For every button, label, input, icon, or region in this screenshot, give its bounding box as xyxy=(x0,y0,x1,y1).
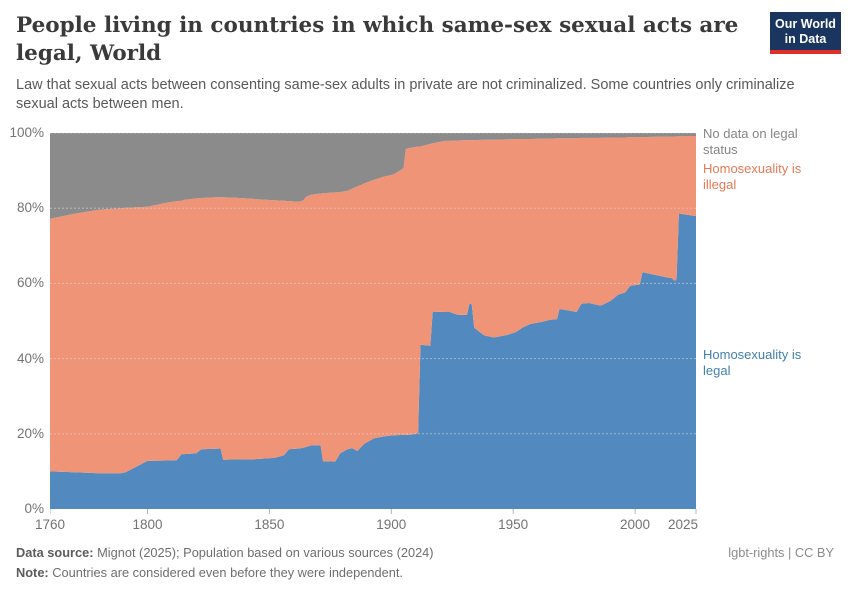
area-band-homosexuality-is-legal[interactable] xyxy=(50,213,696,510)
series-label-legal[interactable]: Homosexuality is legal xyxy=(703,347,802,378)
y-axis-label-0: 0% xyxy=(24,501,44,516)
footer-data-source: Data source: Mignot (2025); Population b… xyxy=(16,545,434,560)
x-axis-label-1850: 1850 xyxy=(254,517,285,532)
series-label-illegal[interactable]: Homosexuality is illegal xyxy=(703,161,802,192)
y-axis-label-20: 20% xyxy=(16,425,44,441)
x-axis-label-1760: 1760 xyxy=(34,517,66,532)
data-source-text: Mignot (2025); Population based on vario… xyxy=(93,545,434,560)
footer-note: Note: Countries are considered even befo… xyxy=(16,565,403,580)
series-label-no-data[interactable]: No data on legal status xyxy=(703,126,798,157)
area-band-no-data-on-legal-status[interactable] xyxy=(50,133,696,219)
y-axis-label-40: 40% xyxy=(16,350,44,366)
x-axis-label-1800: 1800 xyxy=(132,517,163,532)
note-text: Countries are considered even before the… xyxy=(48,565,403,580)
stacked-area-chart[interactable] xyxy=(50,133,700,517)
area-band-homosexuality-is-illegal[interactable] xyxy=(50,136,696,474)
chart-subtitle: Law that sexual acts between consenting … xyxy=(16,77,795,112)
owid-logo-line2: in Data xyxy=(784,32,827,46)
y-axis-label-60: 60% xyxy=(16,275,44,291)
owid-logo-line1: Our World xyxy=(775,17,836,31)
x-axis-label-2000: 2000 xyxy=(620,517,651,532)
x-axis-label-1900: 1900 xyxy=(376,517,407,532)
page-title: People living in countries in which same… xyxy=(16,13,739,66)
x-axis-label-2025: 2025 xyxy=(667,517,699,532)
owid-logo[interactable]: Our World in Data xyxy=(770,12,841,54)
y-axis-label-100: 100% xyxy=(9,125,44,140)
data-source-label: Data source: xyxy=(16,545,94,560)
x-axis-label-1950: 1950 xyxy=(498,517,529,532)
note-label: Note: xyxy=(16,565,49,580)
footer-rights-link[interactable]: lgbt-rights | CC BY xyxy=(728,545,834,560)
y-axis-label-80: 80% xyxy=(16,200,44,216)
